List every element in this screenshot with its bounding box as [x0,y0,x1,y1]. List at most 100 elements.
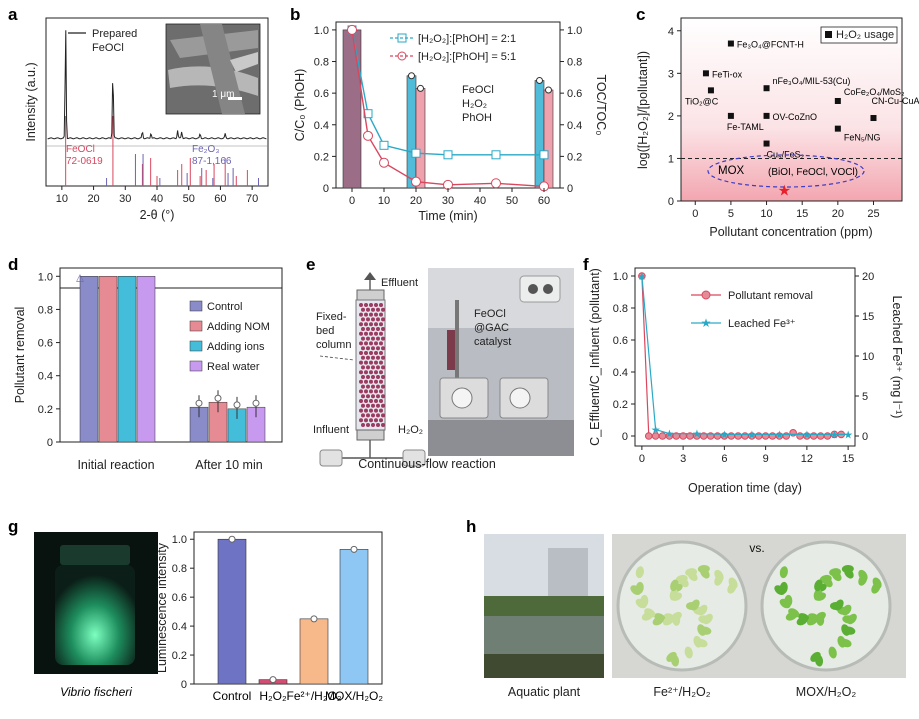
catalyst-bead [359,322,363,327]
catalyst-bead [381,394,385,399]
x-tick-label: 10 [760,208,772,220]
y-tick-label: 0 [668,196,674,208]
panel-c-yticks: 0 1 2 3 4 [668,26,681,208]
catalyst-bead [361,384,365,389]
y-tick-label-right: 20 [862,271,874,283]
catalyst-bead [369,389,373,394]
catalyst-bead [369,408,373,413]
panel-g-bars [217,535,369,685]
y-tick-label-right: 10 [862,351,874,363]
catalyst-bead [379,379,383,384]
duckweed-leaf [843,626,856,635]
panel-d-group2: After 10 min [195,458,262,472]
literature-point [702,70,709,77]
literature-point [763,112,770,119]
catalyst-bead [371,375,375,379]
catalyst-bead [376,327,380,331]
bar [79,276,99,443]
panel-g-axes [193,531,383,685]
literature-point-label: CoFe₂O₄/MoS₂ [844,87,905,97]
literature-point [870,115,877,122]
bar [117,276,137,443]
x-tick-label: 0 [639,453,645,465]
toc-bar-marker [545,86,552,94]
catalyst-bead [376,403,380,408]
literature-point-label: CN-Cu-CuAlO₂ [871,96,919,106]
literature-point-label: OV-CoZnO [773,112,818,122]
panel-f-series: ★★ ★ ★ ★ ★ ★ ★ ★ ★ [637,271,853,441]
catalyst-bead [379,370,383,375]
catalyst-bead [381,423,385,427]
x-category-label: MOX/H₂O₂ [325,689,383,703]
catalyst-bead [366,394,370,399]
y-tick-label: 1 [668,153,674,165]
duckweed-leaf [635,598,647,609]
catalyst-bead [369,360,373,365]
catalyst-bead [369,379,373,384]
catalyst-bead [376,413,380,418]
catalyst-bead [374,322,378,327]
catalyst-bead [376,394,380,399]
legend-swatch [189,300,203,312]
y-tick-label-right: 0.6 [567,88,582,100]
fixed-bed-column-diagram [319,272,426,467]
catalyst-bead [379,360,383,365]
y-tick-label-right: 0 [862,431,868,443]
panel-c-legend-box [820,26,898,44]
y-tick-label-right: 5 [862,391,868,403]
sem-scale-bar-label: 1 μm [212,89,234,100]
catalyst-bead [361,317,365,322]
panel-e-fixed-3: column [316,339,351,351]
catalyst-bead [359,351,363,355]
petri-dish-mox-photo [752,534,906,678]
leached-fe-point: ★ [747,429,757,441]
duckweed-leaf [785,611,798,621]
duckweed-leaf [670,654,680,667]
data-marker [233,401,241,409]
catalyst-bead [371,384,375,389]
y-tick-label: 0 [622,431,628,443]
catalyst-bead [381,384,385,389]
panel-h-caption-3: MOX/H₂O₂ [796,685,857,699]
catalyst-bead [374,341,378,346]
catalyst-bead [361,346,365,351]
leached-fe-point: ★ [843,429,853,441]
literature-point-label: FeTi-ox [712,69,743,79]
series-point-circle [491,178,501,189]
y-tick-label: 0.2 [172,650,187,662]
catalyst-bead [366,413,370,418]
catalyst-bead [366,327,370,331]
bar [98,276,118,443]
duckweed-leaf [872,577,882,589]
catalyst-bead [381,346,385,351]
y-tick-label: 0.4 [38,371,53,383]
literature-point [834,97,841,104]
panel-label-e: e [306,255,315,274]
legend-swatch [189,320,203,332]
leached-fe-point: ★ [664,429,674,441]
panel-b-ylabel-left: C/C₀ (PhOH) [293,69,307,142]
catalyst-bead [369,370,373,375]
catalyst-bead [381,336,385,341]
duckweed-leaf [774,585,785,596]
duckweed-leaf [779,598,791,609]
panel-c-xlabel: Pollutant concentration (ppm) [709,225,872,239]
y-tick-label: 0.4 [314,120,329,132]
duckweed-leaf [630,585,641,596]
catalyst-bead [369,331,373,336]
catalyst-bead [364,303,368,307]
duckweed-leaf [819,574,832,584]
panel-d-yticks: 0 0.2 0.4 0.6 0.8 1.0 [38,271,60,449]
series-point-circle [347,24,357,35]
panel-f-legend2-marker: ★ [701,316,712,330]
duckweed-leaf [834,599,844,611]
duckweed-leaf [684,646,693,659]
y-tick-label: 1.0 [172,534,187,546]
catalyst-bead [374,389,378,394]
panel-b-yticks: 0 0 0.2 0.2 0.4 0.4 0.6 0.6 0.8 0.8 1.0 1.0 [314,25,583,195]
panel-label-g: g [8,517,18,536]
bar-marker [350,545,358,553]
catalyst-bead [361,423,365,427]
panel-c-ylabel: log([H₂O₂]/[pollutant]) [636,51,650,169]
